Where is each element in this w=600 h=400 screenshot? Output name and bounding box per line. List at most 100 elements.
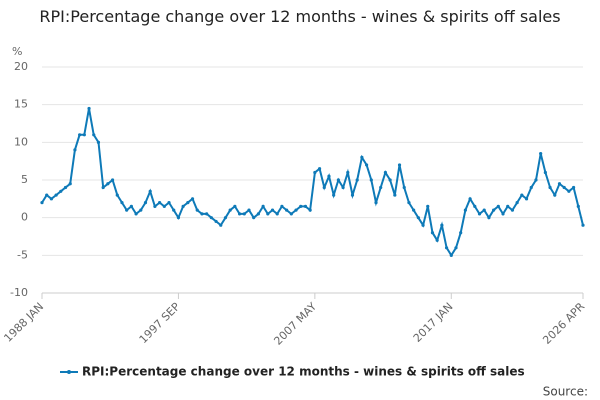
point	[463, 208, 467, 212]
point	[341, 185, 345, 190]
point	[73, 148, 77, 152]
point	[332, 193, 336, 197]
point	[313, 170, 317, 175]
y-axis-label: %	[12, 45, 22, 58]
point	[96, 140, 101, 144]
point	[158, 201, 162, 205]
y-tick-label: 20	[14, 60, 28, 73]
x-tick-label: 1988 JAN	[1, 300, 46, 345]
point	[576, 204, 580, 208]
point	[289, 212, 293, 216]
point	[473, 204, 477, 208]
point	[388, 178, 392, 182]
point	[78, 133, 82, 137]
point	[129, 204, 133, 208]
point	[510, 208, 515, 212]
point	[167, 201, 171, 205]
point	[412, 208, 416, 212]
point	[468, 197, 472, 201]
point	[548, 185, 552, 190]
point	[285, 208, 289, 212]
point	[45, 193, 49, 197]
x-tick-label: 2007 MAY	[271, 300, 319, 348]
point	[162, 204, 166, 208]
point	[294, 208, 298, 212]
y-tick-label: 0	[21, 211, 28, 224]
point	[327, 174, 331, 178]
point	[101, 185, 105, 190]
point	[355, 178, 359, 182]
point	[440, 223, 444, 227]
point	[515, 201, 519, 205]
point	[106, 182, 110, 186]
y-tick-label: -5	[17, 248, 28, 261]
point	[444, 246, 449, 250]
point	[449, 253, 453, 257]
point	[543, 170, 547, 175]
point	[176, 216, 181, 220]
point	[115, 193, 119, 197]
point	[365, 163, 369, 167]
series-line	[41, 108, 584, 258]
point	[190, 197, 195, 201]
y-tick-label: -10	[10, 286, 28, 299]
source: Source:	[543, 385, 588, 399]
point	[529, 185, 533, 190]
point	[567, 189, 571, 193]
y-tick-label: 10	[14, 135, 28, 148]
point	[397, 163, 402, 167]
point	[299, 204, 303, 208]
point	[68, 182, 72, 186]
point	[506, 204, 510, 208]
point	[195, 208, 199, 212]
point	[571, 185, 576, 190]
point	[181, 204, 185, 208]
point	[110, 178, 115, 182]
point	[275, 212, 279, 216]
point	[270, 208, 275, 212]
point	[200, 212, 204, 216]
point	[379, 185, 383, 190]
y-tick-label: 15	[14, 98, 28, 111]
point	[186, 201, 190, 205]
point	[496, 204, 500, 208]
point	[153, 204, 157, 208]
point	[280, 204, 284, 208]
point	[539, 152, 543, 156]
point	[383, 170, 388, 175]
x-tick-label: 2017 JAN	[411, 300, 456, 345]
point	[459, 231, 463, 235]
point	[205, 212, 209, 216]
point	[430, 231, 435, 235]
point	[322, 185, 326, 190]
point	[557, 182, 562, 186]
legend-marker	[67, 370, 71, 374]
point	[524, 197, 529, 201]
point	[360, 155, 364, 159]
point	[534, 178, 538, 182]
point	[247, 208, 251, 212]
point	[252, 216, 256, 220]
point	[59, 189, 63, 193]
x-tick-label: 2026 APR	[540, 300, 587, 347]
point	[421, 223, 425, 227]
point	[256, 212, 260, 216]
point	[454, 246, 458, 250]
point	[242, 212, 246, 216]
point	[49, 197, 54, 201]
point	[336, 178, 340, 182]
point	[317, 167, 322, 171]
y-tick-label: 5	[21, 173, 28, 186]
chart-title: RPI:Percentage change over 12 months - w…	[39, 7, 561, 26]
point	[492, 208, 496, 212]
point	[233, 204, 237, 208]
point	[303, 204, 308, 208]
point	[426, 204, 430, 208]
point	[148, 189, 152, 193]
point	[562, 185, 566, 190]
point	[581, 223, 585, 227]
point	[501, 212, 505, 216]
point	[350, 193, 355, 197]
point	[261, 204, 265, 208]
